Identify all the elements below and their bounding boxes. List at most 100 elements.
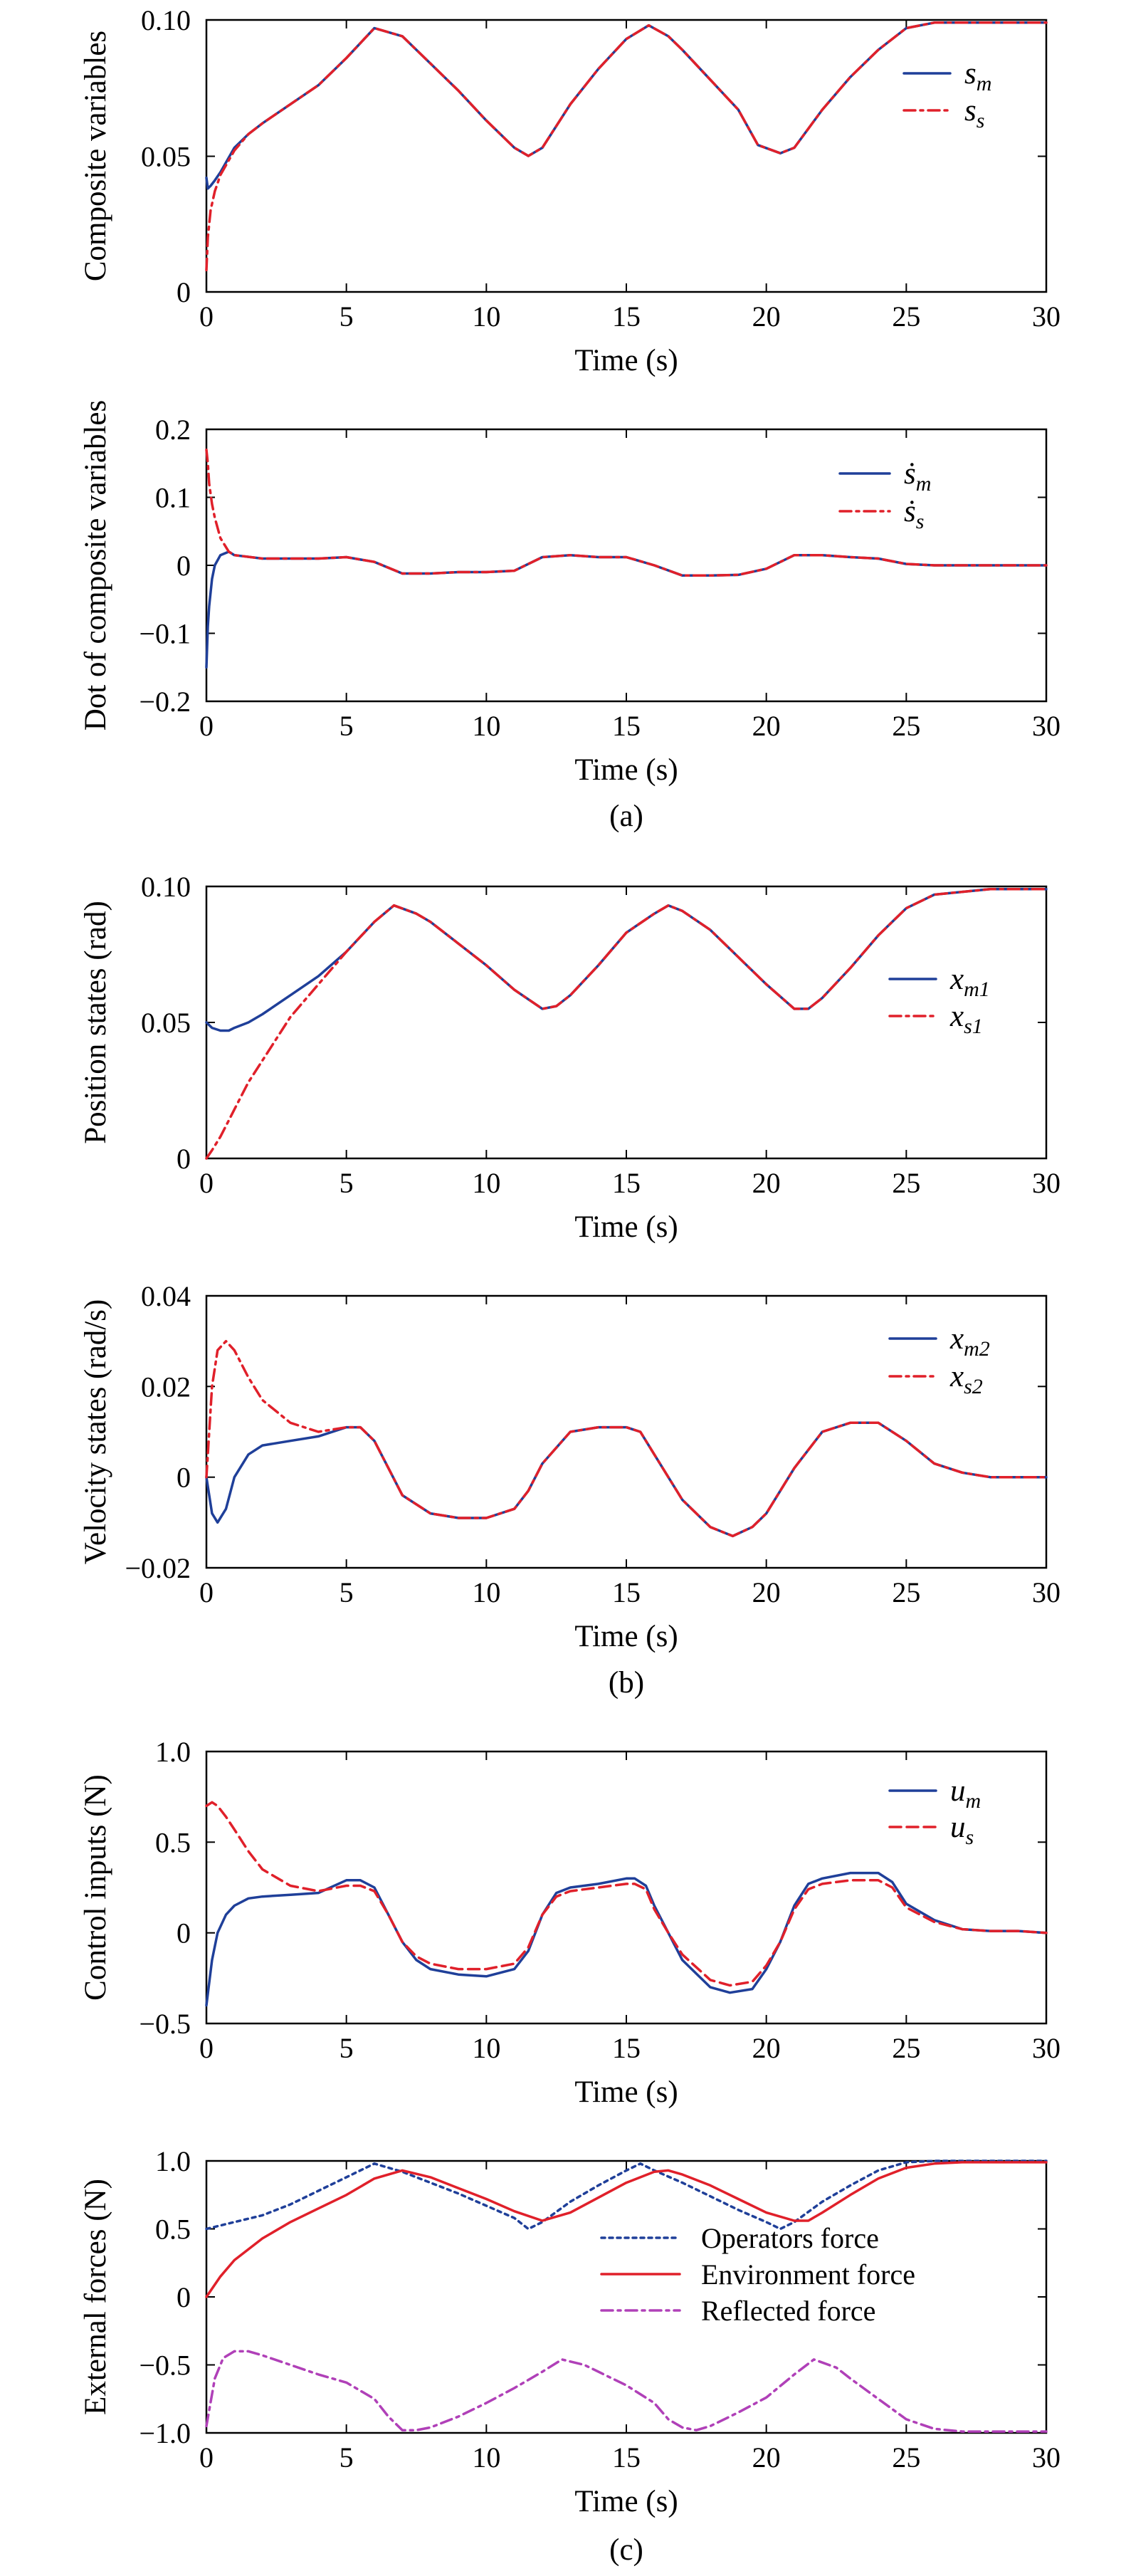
x-tick-label: 25 (892, 2441, 920, 2473)
y-tick-label: 0 (177, 550, 191, 582)
series-line-1 (205, 888, 1048, 1160)
axes-frame (205, 885, 1048, 1160)
y-tick-label: −1.0 (139, 2417, 191, 2449)
x-tick-label: 0 (199, 2441, 214, 2473)
x-tick-label: 0 (199, 1576, 214, 1608)
legend-entry: Environment force (701, 2258, 915, 2290)
x-tick-label: 25 (892, 1167, 920, 1199)
legend-entry-subscript: m2 (964, 1337, 990, 1361)
legend-entry: Operators force (701, 2222, 879, 2254)
series-line-1 (205, 2161, 1048, 2298)
panel-caption: (c) (609, 2533, 643, 2567)
series-line-1 (205, 1801, 1048, 1987)
legend-entry-name: u (950, 1811, 966, 1844)
series-line-1 (205, 1339, 1048, 1538)
y-tick-label: 0.2 (155, 414, 191, 446)
panel-external-forces: 0 5 10 15 20 25 30 −1.0 −0.5 0 0.5 1.0 Operators for… (79, 2145, 1061, 2567)
legend-entry-name: Reflected force (701, 2295, 875, 2327)
y-axis-label: Velocity states (rad/s) (79, 1299, 112, 1565)
legend-entry-subscript: m (977, 72, 992, 95)
axes-frame (205, 19, 1048, 293)
y-tick-label: 0 (177, 1462, 191, 1494)
x-tick-label: 30 (1032, 2032, 1061, 2064)
x-tick-label: 20 (752, 710, 781, 742)
y-tick-label: 0 (177, 1143, 191, 1175)
x-tick-label: 0 (199, 1167, 214, 1199)
x-tick-label: 15 (612, 2441, 641, 2473)
legend-entry-name: s (964, 94, 977, 127)
legend-entry: xm1 (949, 963, 990, 1001)
legend-entry: xs2 (949, 1360, 983, 1398)
x-tick-label: 20 (752, 1576, 781, 1608)
x-tick-label: 10 (472, 2441, 500, 2473)
legend-entry-subscript: s (977, 109, 985, 132)
x-axis-label: Time (s) (574, 344, 678, 377)
x-tick-label: 10 (472, 710, 500, 742)
y-tick-label: 0.10 (141, 871, 191, 903)
y-tick-label: −0.5 (139, 2008, 191, 2040)
legend-entry-subscript: m (916, 472, 932, 496)
series-line-0 (205, 2159, 1048, 2231)
x-tick-label: 10 (472, 1167, 500, 1199)
y-tick-label: 0.05 (141, 141, 191, 173)
x-tick-label: 5 (340, 1576, 354, 1608)
x-tick-label: 5 (340, 2441, 354, 2473)
y-tick-label: 0.10 (141, 4, 191, 36)
y-axis-label: Composite variables (79, 31, 112, 281)
legend-entry-subscript: s (916, 510, 925, 533)
legend-entry-name: ṡ (904, 495, 916, 528)
legend-entry-name: s (964, 57, 977, 90)
series-line-1 (205, 21, 1048, 272)
y-tick-label: 0.5 (155, 1826, 191, 1858)
series-line-2 (205, 2350, 1048, 2433)
x-tick-label: 20 (752, 300, 781, 333)
y-axis-label: External forces (N) (79, 2179, 112, 2415)
y-tick-label: 0.1 (155, 482, 191, 514)
x-tick-label: 5 (340, 1167, 354, 1199)
y-tick-label: 0 (177, 276, 191, 308)
y-tick-label: 0.5 (155, 2214, 191, 2246)
x-tick-label: 20 (752, 2032, 781, 2064)
x-axis-label: Time (s) (574, 753, 678, 787)
legend-entry: xs1 (949, 1000, 983, 1038)
y-tick-label: −0.02 (125, 1552, 191, 1584)
legend-entry: xm2 (949, 1322, 990, 1361)
legend-entry: us (950, 1811, 974, 1849)
legend-entry-subscript: m1 (964, 978, 990, 1001)
series-line-1 (205, 448, 1048, 577)
x-tick-label: 20 (752, 1167, 781, 1199)
x-tick-label: 0 (199, 300, 214, 333)
y-axis-label: Position states (rad) (79, 901, 112, 1144)
x-axis-label: Time (s) (574, 2485, 678, 2518)
legend-entry: um (950, 1774, 981, 1813)
legend-entry-name: x (949, 1000, 964, 1033)
x-tick-label: 10 (472, 300, 500, 333)
y-tick-label: 0.05 (141, 1007, 191, 1039)
x-tick-label: 30 (1032, 1576, 1061, 1608)
x-tick-label: 5 (340, 2032, 354, 2064)
legend-entry-name: Environment force (701, 2258, 915, 2290)
y-tick-label: 0 (177, 1917, 191, 1949)
y-axis-label: Control inputs (N) (79, 1774, 112, 2001)
legend-entry: sm (964, 57, 991, 95)
x-tick-label: 15 (612, 300, 641, 333)
legend-entry-name: u (950, 1774, 966, 1808)
legend-entry: ss (964, 94, 984, 132)
y-tick-label: 0.02 (141, 1371, 191, 1403)
x-tick-label: 15 (612, 1576, 641, 1608)
legend-entry: ṡm (904, 457, 931, 496)
legend-entry-subscript: s1 (964, 1015, 983, 1038)
legend-entry-subscript: s2 (964, 1375, 983, 1398)
y-axis-label: Dot of composite variables (79, 400, 112, 731)
y-tick-label: −0.1 (139, 618, 191, 650)
x-tick-label: 10 (472, 1576, 500, 1608)
legend-entry-name: x (949, 1322, 964, 1356)
x-tick-label: 25 (892, 2032, 920, 2064)
x-tick-label: 30 (1032, 2441, 1061, 2473)
